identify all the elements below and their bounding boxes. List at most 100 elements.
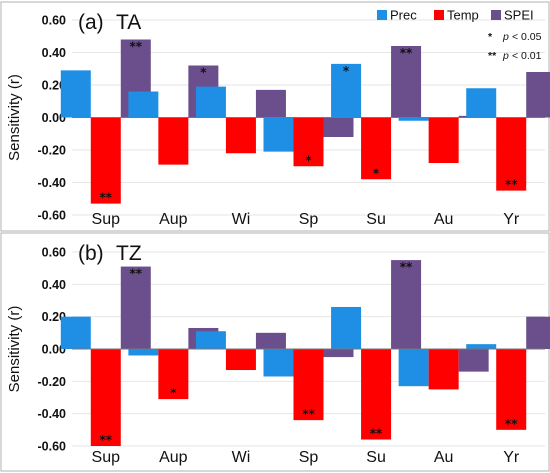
bar-prec-yr: [466, 344, 497, 349]
bar-prec-wi: [195, 86, 226, 118]
panel-letter: (b): [78, 242, 104, 265]
bar-spei-au: [458, 349, 489, 372]
legend-swatch: [377, 10, 387, 20]
y-tick-label: 0.00: [42, 343, 66, 357]
bar-temp-yr: [496, 117, 527, 191]
bar-temp-sup: [90, 117, 121, 204]
bar-temp-wi: [225, 117, 256, 154]
legend-label: Temp: [447, 8, 479, 23]
bar-spei-su: [391, 46, 422, 118]
y-axis-label: Sensitivity (r): [6, 74, 23, 161]
panel-title: TA: [116, 11, 141, 34]
x-category-label: Su: [366, 211, 386, 228]
bar-temp-su: [361, 349, 392, 440]
panel-letter: (a): [78, 11, 104, 34]
significance-key-threshold: < 0.01: [512, 50, 542, 62]
significance-key-marker: **: [488, 50, 497, 62]
y-tick-label: 0.40: [42, 46, 66, 60]
significance-marker: *: [170, 386, 177, 400]
bar-temp-wi: [225, 349, 256, 371]
bar-spei-wi: [255, 89, 286, 118]
significance-marker: **: [505, 417, 518, 431]
y-tick-label: 0.60: [42, 14, 66, 28]
legend-swatch: [434, 10, 444, 20]
significance-marker: **: [130, 267, 143, 281]
legend-item-spei: SPEI: [491, 8, 534, 23]
bar-prec-sp: [263, 117, 294, 152]
bar-temp-au: [428, 117, 459, 163]
bar-spei-sp: [323, 117, 354, 137]
significance-marker: **: [100, 191, 113, 205]
significance-marker: *: [305, 153, 312, 167]
y-tick-label: -0.20: [38, 375, 67, 389]
legend-label: SPEI: [504, 8, 534, 23]
panel-title: TZ: [116, 242, 142, 265]
significance-marker: **: [505, 178, 518, 192]
significance-marker: **: [400, 46, 413, 60]
bar-prec-sup: [60, 316, 91, 349]
y-tick-label: 0.00: [42, 111, 66, 125]
x-category-label: Aup: [159, 211, 188, 228]
x-category-label: Sp: [299, 449, 319, 466]
legend-label: Prec: [390, 8, 417, 23]
bar-spei-su: [391, 260, 422, 349]
x-category-label: Sup: [92, 449, 121, 466]
significance-key-p: p: [502, 31, 509, 43]
bar-temp-sp: [293, 117, 324, 167]
significance-marker: **: [370, 427, 383, 441]
significance-marker: *: [343, 64, 350, 78]
x-category-label: Au: [434, 211, 454, 228]
significance-key-threshold: < 0.05: [512, 31, 542, 43]
bar-temp-sp: [293, 349, 324, 421]
bar-prec-sup: [60, 70, 91, 118]
x-category-label: Yr: [503, 211, 520, 228]
bar-prec-au: [398, 349, 429, 387]
y-tick-label: 0.60: [42, 246, 66, 260]
bar-spei-yr: [526, 316, 550, 349]
significance-key-p: p: [502, 50, 509, 62]
significance-key-marker: *: [488, 31, 493, 43]
y-axis-label: Sensitivity (r): [6, 306, 23, 393]
y-tick-label: 0.20: [42, 79, 66, 93]
bar-temp-sup: [90, 349, 121, 446]
legend-swatch: [491, 10, 501, 20]
bar-spei-wi: [255, 332, 286, 349]
bar-prec-su: [331, 306, 362, 349]
legend: Prec Temp SPEI: [377, 8, 534, 23]
y-tick-label: -0.60: [38, 440, 67, 454]
y-tick-label: 0.20: [42, 310, 66, 324]
bar-spei-sup: [120, 266, 151, 349]
significance-marker: *: [373, 166, 380, 180]
x-category-label: Aup: [159, 449, 188, 466]
legend-item-temp: Temp: [434, 8, 479, 23]
x-category-label: Wi: [232, 211, 251, 228]
bar-temp-su: [361, 117, 392, 180]
y-tick-label: 0.40: [42, 278, 66, 292]
bar-temp-yr: [496, 349, 527, 430]
bar-spei-sp: [323, 349, 354, 358]
y-tick-label: -0.40: [38, 407, 67, 421]
bar-prec-au: [398, 117, 429, 121]
significance-marker: **: [302, 407, 315, 421]
chart-panel-b: -0.60 -0.40 -0.20 0.00 0.20 0.40 0.60 Sensitivi…: [0, 232, 550, 472]
bar-prec-aup: [128, 91, 159, 118]
significance-marker: **: [400, 260, 413, 274]
y-tick-label: -0.20: [38, 144, 67, 158]
y-tick-label: -0.40: [38, 176, 67, 190]
y-tick-label: -0.60: [38, 209, 67, 223]
legend-item-prec: Prec: [377, 8, 417, 23]
significance-marker: **: [100, 433, 113, 447]
x-category-label: Sp: [299, 211, 319, 228]
bar-prec-wi: [195, 331, 226, 349]
chart-panel-a: -0.60 -0.40 -0.20 0.00 0.20 0.40 0.60 Sensitivi…: [0, 1, 550, 232]
bar-temp-au: [428, 349, 459, 390]
bar-prec-sp: [263, 349, 294, 377]
x-category-label: Au: [434, 449, 454, 466]
x-category-label: Sup: [92, 211, 121, 228]
bar-prec-su: [331, 63, 362, 118]
bar-temp-aup: [158, 117, 189, 165]
bar-prec-aup: [128, 349, 159, 356]
x-category-label: Yr: [503, 449, 520, 466]
x-category-label: Wi: [232, 449, 251, 466]
